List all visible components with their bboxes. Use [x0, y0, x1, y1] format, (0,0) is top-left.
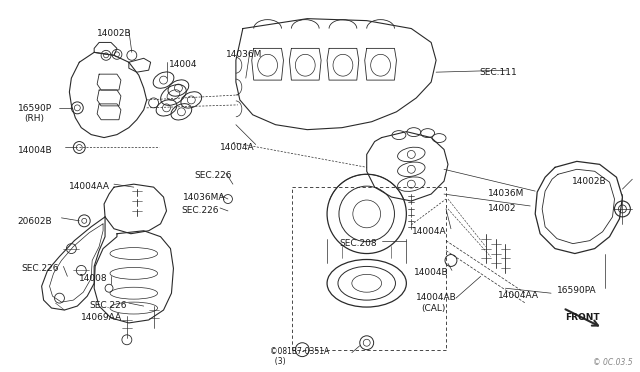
- Text: 14002B: 14002B: [97, 29, 132, 38]
- Text: © 0C.03.5: © 0C.03.5: [593, 357, 632, 367]
- Text: ©081B7-0351A
  (3): ©081B7-0351A (3): [269, 347, 329, 366]
- Text: 14069AA: 14069AA: [81, 313, 122, 322]
- Text: FRONT: FRONT: [565, 313, 600, 322]
- Text: 14036MA: 14036MA: [183, 193, 226, 202]
- Text: SEC.111: SEC.111: [480, 68, 518, 77]
- Text: 14004A: 14004A: [412, 227, 447, 236]
- Text: 14002: 14002: [488, 204, 516, 213]
- Text: SEC.226: SEC.226: [89, 301, 127, 310]
- Text: 14004B: 14004B: [414, 269, 449, 278]
- Text: 16590PA: 16590PA: [557, 286, 596, 295]
- Text: 14004AA: 14004AA: [69, 182, 110, 191]
- Text: 14036M: 14036M: [488, 189, 524, 198]
- Text: 14004B: 14004B: [18, 145, 52, 154]
- Text: SEC.226: SEC.226: [22, 264, 60, 273]
- Text: SEC.226: SEC.226: [195, 171, 232, 180]
- Text: 14004AB: 14004AB: [416, 293, 457, 302]
- Text: 14004A: 14004A: [220, 142, 255, 151]
- Text: SEC.226: SEC.226: [181, 206, 219, 215]
- Text: (CAL): (CAL): [421, 304, 445, 313]
- Text: 14002B: 14002B: [572, 177, 607, 186]
- Text: 14004AA: 14004AA: [497, 291, 538, 300]
- Text: 16590P: 16590P: [18, 104, 52, 113]
- Text: SEC.208: SEC.208: [339, 239, 376, 248]
- Text: 14036M: 14036M: [226, 50, 262, 60]
- Text: 14004: 14004: [168, 60, 197, 69]
- Text: 14008: 14008: [79, 275, 108, 283]
- Text: 20602B: 20602B: [18, 217, 52, 226]
- Text: (RH): (RH): [24, 114, 44, 123]
